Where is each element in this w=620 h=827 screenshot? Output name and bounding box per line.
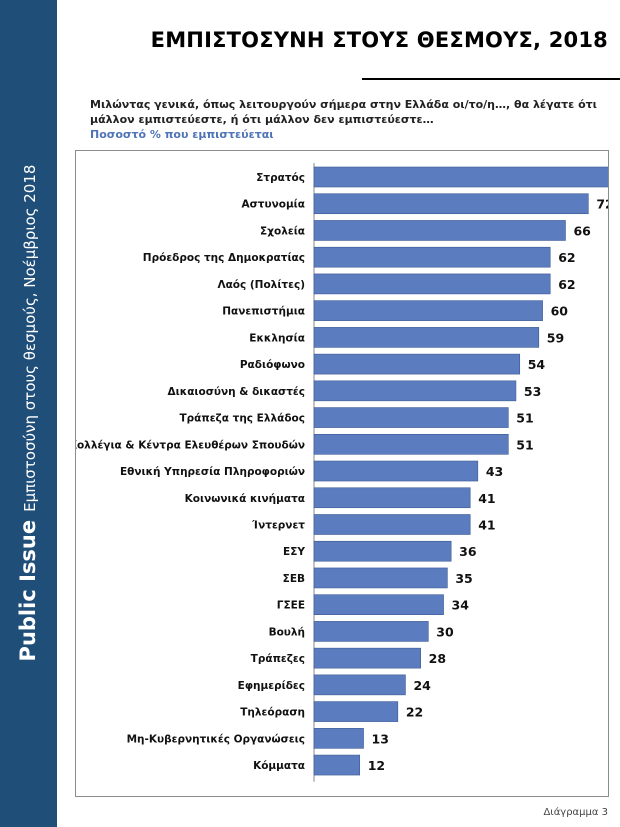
sidebar-caption: Public Issue Εμπιστοσύνη στους θεσμούς, Ν…	[14, 123, 42, 703]
title-divider	[362, 78, 620, 80]
survey-question: Μιλώντας γενικά, όπως λειτουργούν σήμερα…	[90, 98, 597, 126]
category-label: Κοινωνικά κινήματα	[185, 493, 305, 505]
category-label: Κολλέγια & Κέντρα Ελευθέρων Σπουδών	[76, 439, 305, 451]
bar	[313, 594, 444, 615]
bar	[313, 407, 509, 428]
category-label: Αστυνομία	[242, 199, 306, 211]
category-label: Ίντερνετ	[251, 519, 305, 531]
bar	[313, 621, 429, 642]
bar	[313, 193, 589, 215]
data-label: 30	[436, 624, 454, 639]
category-label: ΓΣΕΕ	[277, 600, 305, 612]
brand-subtitle: Εμπιστοσύνη στους θεσμούς, Νοέμβριος 201…	[21, 164, 39, 512]
data-label: 60	[551, 304, 569, 319]
data-label: 24	[413, 678, 431, 693]
bar	[313, 460, 479, 482]
data-label: 51	[516, 411, 533, 426]
category-label: Βουλή	[269, 626, 305, 638]
sidebar: Public Issue Εμπιστοσύνη στους θεσμούς, Ν…	[0, 0, 57, 827]
bar	[313, 300, 543, 321]
data-label: 59	[547, 330, 564, 345]
data-label: 43	[486, 464, 503, 479]
bar	[313, 567, 448, 589]
bar	[313, 220, 566, 241]
page-title: ΕΜΠΙΣΤΟΣΥΝΗ ΣΤΟΥΣ ΘΕΣΜΟΥΣ, 2018	[150, 28, 608, 52]
data-label: 66	[573, 223, 591, 238]
bar	[313, 514, 471, 535]
category-label: Πρόεδρος της Δημοκρατίας	[143, 252, 305, 264]
data-label: 28	[429, 651, 446, 666]
bar	[313, 674, 406, 696]
category-label: Εφημερίδες	[238, 680, 305, 692]
category-label: Εθνική Υπηρεσία Πληροφοριών	[120, 466, 305, 478]
category-label: ΕΣΥ	[283, 546, 305, 558]
bar	[313, 353, 521, 375]
chart-frame: Στρατός89Αστυνομία72Σχολεία66Πρόεδρος τη…	[75, 150, 609, 797]
bar	[313, 166, 608, 188]
data-label: 51	[516, 437, 533, 452]
bar	[313, 728, 364, 749]
category-label: Τηλεόραση	[240, 707, 305, 719]
data-label: 34	[452, 598, 470, 613]
bar	[313, 380, 517, 402]
bar	[313, 540, 452, 562]
category-label: Δικαιοσύνη & δικαστές	[168, 386, 305, 398]
bar	[313, 246, 551, 268]
category-label: Μη-Κυβερνητικές Οργανώσεις	[127, 733, 305, 745]
data-label: 72	[596, 197, 608, 212]
figure-number: Διάγραμμα 3	[543, 807, 608, 818]
bar	[313, 647, 421, 669]
data-label: 53	[524, 384, 541, 399]
category-label: Πανεπιστήμια	[222, 306, 305, 318]
data-label: 22	[406, 705, 423, 720]
chart-subtitle: Ποσοστό % που εμπιστεύεται	[90, 128, 274, 141]
data-label: 54	[528, 357, 546, 372]
data-label: 62	[558, 277, 575, 292]
brand-name: Public Issue	[16, 519, 40, 662]
data-label: 12	[368, 758, 385, 773]
category-label: Εκκλησία	[249, 332, 305, 344]
category-label: Σχολεία	[260, 225, 305, 237]
bar	[313, 487, 471, 509]
bar	[313, 701, 399, 722]
data-label: 41	[478, 491, 495, 506]
bar-chart: Στρατός89Αστυνομία72Σχολεία66Πρόεδρος τη…	[76, 163, 608, 782]
data-label: 35	[455, 571, 472, 586]
category-label: Στρατός	[256, 172, 305, 184]
category-label: Τράπεζες	[251, 653, 305, 665]
data-label: 62	[558, 250, 575, 265]
data-label: 13	[372, 731, 389, 746]
bar	[313, 273, 551, 295]
category-label: Λαός (Πολίτες)	[217, 279, 305, 291]
data-label: 41	[478, 517, 495, 532]
category-label: Κόμματα	[253, 760, 305, 772]
category-label: Τράπεζα της Ελλάδος	[180, 413, 306, 425]
bar	[313, 327, 540, 348]
bar	[313, 754, 361, 776]
bar	[313, 433, 509, 455]
category-label: Ραδιόφωνο	[240, 359, 305, 371]
data-label: 36	[459, 544, 477, 559]
category-label: ΣΕΒ	[283, 573, 305, 585]
